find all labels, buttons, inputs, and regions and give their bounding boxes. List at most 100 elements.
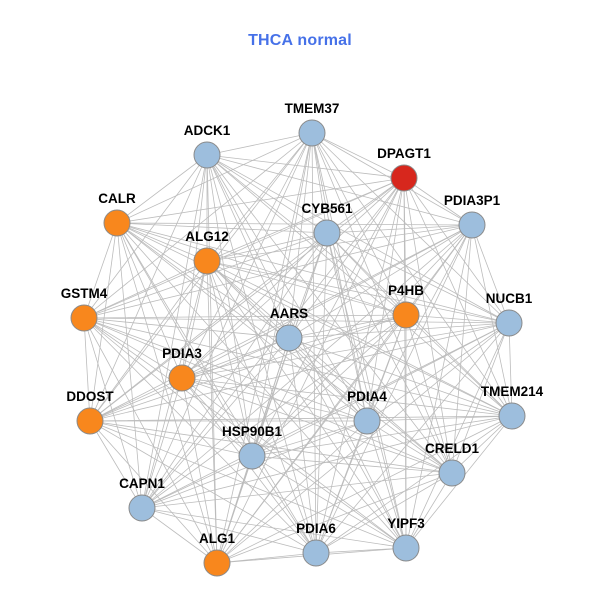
- node-GSTM4[interactable]: [70, 304, 98, 332]
- node-PDIA3[interactable]: [168, 364, 196, 392]
- node-label-CRELD1: CRELD1: [425, 441, 479, 456]
- edge-TMEM214-PDIA6: [315, 415, 513, 554]
- edge-DPAGT1-CAPN1: [141, 177, 405, 509]
- edge-CRELD1-CAPN1: [141, 472, 453, 509]
- node-CYB561[interactable]: [313, 219, 341, 247]
- edge-ALG12-TMEM214: [206, 260, 513, 417]
- edge-ADCK1-DPAGT1: [206, 154, 405, 179]
- edge-CALR-ALG12: [116, 222, 208, 262]
- edge-DPAGT1-NUCB1: [403, 177, 510, 324]
- edge-CYB561-PDIA3P1: [326, 224, 473, 234]
- node-label-PDIA3: PDIA3: [162, 346, 202, 361]
- node-YIPF3[interactable]: [392, 534, 420, 562]
- edge-CALR-GSTM4: [83, 222, 118, 319]
- edge-CALR-PDIA4: [116, 222, 368, 422]
- edge-ALG12-DDOST: [89, 260, 208, 422]
- edge-DPAGT1-ALG1: [216, 177, 405, 564]
- node-PDIA3P1[interactable]: [458, 211, 486, 239]
- node-NUCB1[interactable]: [495, 309, 523, 337]
- node-P4HB[interactable]: [392, 301, 420, 329]
- edge-CYB561-GSTM4: [83, 232, 328, 319]
- edge-HSP90B1-CRELD1: [251, 455, 453, 474]
- edge-AARS-CAPN1: [141, 337, 290, 509]
- node-label-GSTM4: GSTM4: [61, 286, 108, 301]
- edge-PDIA3P1-CAPN1: [141, 224, 473, 509]
- node-TMEM37[interactable]: [298, 119, 326, 147]
- edge-PDIA3P1-TMEM214: [471, 224, 513, 417]
- node-label-HSP90B1: HSP90B1: [222, 424, 283, 439]
- node-label-CYB561: CYB561: [301, 201, 353, 216]
- edge-CALR-PDIA3: [116, 222, 183, 379]
- edge-TMEM37-CYB561: [311, 132, 328, 234]
- edge-TMEM37-GSTM4: [83, 132, 313, 319]
- edge-HSP90B1-ALG1: [216, 455, 253, 564]
- edge-CALR-CYB561: [116, 222, 328, 234]
- node-label-NUCB1: NUCB1: [486, 291, 533, 306]
- edge-TMEM214-ALG1: [216, 415, 513, 564]
- edge-CALR-TMEM214: [116, 222, 513, 417]
- node-PDIA6[interactable]: [302, 539, 330, 567]
- edge-NUCB1-DDOST: [89, 322, 510, 422]
- edge-P4HB-HSP90B1: [251, 314, 407, 457]
- edge-TMEM214-PDIA4: [366, 415, 513, 422]
- node-ADCK1[interactable]: [193, 141, 221, 169]
- edge-NUCB1-CAPN1: [141, 322, 510, 509]
- node-ALG12[interactable]: [193, 247, 221, 275]
- edge-TMEM37-HSP90B1: [251, 132, 313, 457]
- edge-P4HB-CAPN1: [141, 314, 407, 509]
- node-label-P4HB: P4HB: [388, 283, 424, 298]
- edge-ALG12-P4HB: [206, 260, 407, 316]
- edge-DDOST-ALG1: [89, 420, 218, 564]
- node-PDIA4[interactable]: [353, 407, 381, 435]
- node-label-DDOST: DDOST: [66, 389, 114, 404]
- edge-PDIA4-PDIA6: [315, 420, 368, 554]
- node-TMEM214[interactable]: [498, 402, 526, 430]
- node-ALG1[interactable]: [203, 549, 231, 577]
- edge-ADCK1-CALR: [116, 154, 208, 224]
- edge-PDIA3-PDIA4: [181, 377, 368, 422]
- edge-CAPN1-PDIA6: [141, 507, 317, 554]
- edge-PDIA3P1-AARS: [288, 224, 473, 339]
- edge-PDIA6-ALG1: [216, 552, 317, 564]
- edge-CALR-P4HB: [116, 222, 407, 316]
- node-DPAGT1[interactable]: [390, 164, 418, 192]
- node-HSP90B1[interactable]: [238, 442, 266, 470]
- node-label-PDIA6: PDIA6: [296, 521, 336, 536]
- node-AARS[interactable]: [275, 324, 303, 352]
- node-label-ALG1: ALG1: [199, 531, 235, 546]
- edge-CRELD1-PDIA6: [315, 472, 453, 554]
- edge-CALR-NUCB1: [116, 222, 510, 324]
- edge-NUCB1-PDIA4: [366, 322, 510, 422]
- edge-ALG12-AARS: [206, 260, 290, 339]
- node-label-YIPF3: YIPF3: [387, 516, 425, 531]
- edge-PDIA3P1-NUCB1: [471, 224, 510, 324]
- edge-NUCB1-HSP90B1: [251, 322, 510, 457]
- edge-TMEM37-CALR: [116, 132, 313, 224]
- node-CRELD1[interactable]: [438, 459, 466, 487]
- node-label-DPAGT1: DPAGT1: [377, 146, 431, 161]
- edge-CALR-DDOST: [89, 222, 118, 422]
- edge-TMEM214-CRELD1: [451, 415, 513, 474]
- edge-CYB561-CAPN1: [141, 232, 328, 509]
- edge-TMEM37-CRELD1: [311, 132, 453, 474]
- edge-CRELD1-ALG1: [216, 472, 453, 564]
- node-label-TMEM214: TMEM214: [481, 384, 544, 399]
- node-label-ADCK1: ADCK1: [184, 123, 231, 138]
- edge-PDIA3-TMEM214: [181, 377, 513, 417]
- edge-CYB561-NUCB1: [326, 232, 510, 324]
- edge-DPAGT1-PDIA3P1: [403, 177, 473, 226]
- edge-PDIA3P1-PDIA4: [366, 224, 473, 422]
- edge-DPAGT1-ALG12: [206, 177, 405, 262]
- edge-TMEM214-HSP90B1: [251, 415, 513, 457]
- edge-ADCK1-YIPF3: [206, 154, 407, 549]
- edge-ALG12-HSP90B1: [206, 260, 253, 457]
- edge-CAPN1-ALG1: [141, 507, 218, 564]
- node-CALR[interactable]: [103, 209, 131, 237]
- edge-PDIA3P1-ALG12: [206, 224, 473, 262]
- node-DDOST[interactable]: [76, 407, 104, 435]
- node-CAPN1[interactable]: [128, 494, 156, 522]
- figure-title: THCA normal: [248, 32, 352, 49]
- edge-PDIA3-CRELD1: [181, 377, 453, 474]
